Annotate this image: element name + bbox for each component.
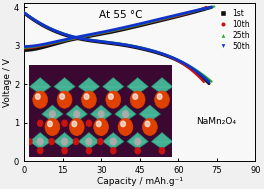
Y-axis label: Voltage / V: Voltage / V bbox=[3, 58, 12, 107]
Text: NaMn₂O₄: NaMn₂O₄ bbox=[196, 117, 236, 126]
Legend: 1st, 10th, 25th, 50th: 1st, 10th, 25th, 50th bbox=[214, 7, 251, 52]
X-axis label: Capacity / mAh.g⁻¹: Capacity / mAh.g⁻¹ bbox=[97, 177, 183, 186]
Text: At 55 °C: At 55 °C bbox=[100, 10, 143, 20]
